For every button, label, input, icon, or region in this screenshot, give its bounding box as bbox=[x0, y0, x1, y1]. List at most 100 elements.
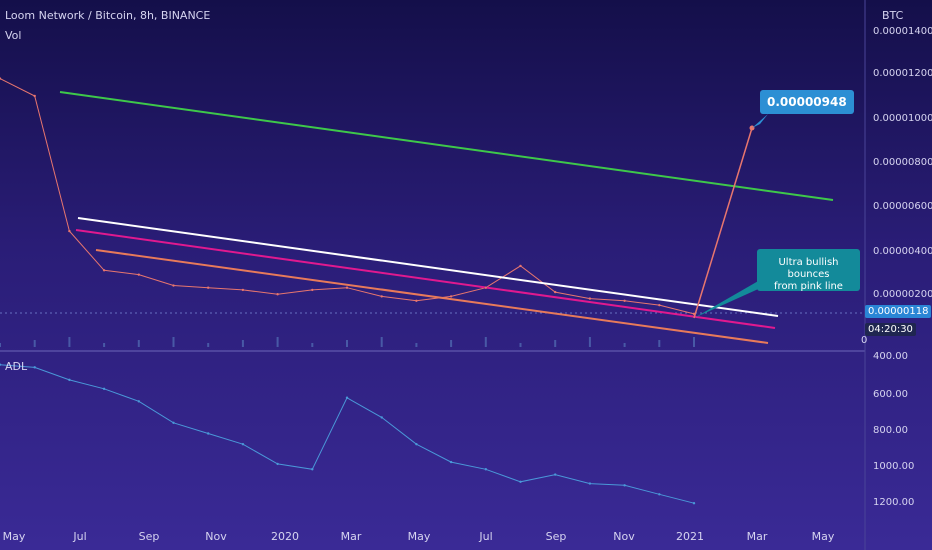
chart-title: Loom Network / Bitcoin, 8h, BINANCE bbox=[5, 9, 211, 22]
price-point bbox=[33, 94, 36, 98]
price-point bbox=[449, 295, 453, 298]
volume-bar bbox=[33, 340, 36, 347]
time-tick: 2020 bbox=[271, 530, 299, 543]
adl-point bbox=[519, 480, 522, 483]
orange-trendline[interactable] bbox=[95, 249, 769, 344]
adl-point bbox=[311, 468, 314, 471]
adl-point bbox=[137, 400, 140, 403]
adl-point bbox=[588, 482, 592, 485]
adl-tick: 1200.00 bbox=[873, 497, 915, 508]
target-callout-pointer bbox=[752, 114, 768, 128]
adl-point bbox=[380, 416, 383, 419]
price-point bbox=[692, 312, 696, 316]
countdown-timer: 04:20:30 bbox=[865, 323, 916, 336]
last-price-tag: 0.00000118 bbox=[865, 305, 932, 318]
price-tick: 0.00000400 bbox=[873, 246, 932, 257]
time-tick: Mar bbox=[340, 530, 362, 543]
price-point bbox=[241, 288, 245, 292]
price-tick: 0.00001000 bbox=[873, 113, 932, 124]
adl-point bbox=[207, 432, 210, 435]
volume-bar bbox=[415, 343, 418, 347]
price-point bbox=[345, 286, 349, 289]
adl-point bbox=[0, 363, 2, 366]
adl-point bbox=[554, 473, 557, 476]
currency-label: BTC bbox=[882, 9, 904, 22]
price-tick: 0.00001400 bbox=[873, 26, 932, 37]
price-point bbox=[623, 299, 626, 302]
adl-point bbox=[484, 468, 487, 471]
price-point bbox=[311, 288, 314, 292]
price-point bbox=[102, 269, 106, 272]
price-point bbox=[68, 229, 71, 233]
volume-bars bbox=[0, 337, 695, 347]
green-trendline[interactable] bbox=[59, 91, 834, 201]
adl-point bbox=[241, 443, 245, 446]
bounce-note-callout[interactable]: Ultra bullish bounces from pink line bbox=[757, 249, 860, 292]
adl-point bbox=[68, 378, 71, 382]
adl-point bbox=[345, 396, 349, 399]
time-tick: Sep bbox=[545, 530, 567, 543]
white-trendline[interactable] bbox=[77, 217, 779, 317]
volume-bar bbox=[380, 337, 383, 347]
price-point bbox=[554, 290, 557, 294]
target-price-callout[interactable]: 0.00000948 bbox=[760, 90, 854, 114]
time-tick: May bbox=[2, 530, 26, 543]
time-tick: Jul bbox=[73, 530, 87, 543]
price-point bbox=[276, 293, 279, 296]
volume-bar bbox=[172, 337, 175, 347]
volume-bar bbox=[658, 340, 661, 347]
volume-bar bbox=[137, 340, 140, 347]
note-callout-pointer bbox=[694, 280, 765, 318]
time-tick: Nov bbox=[205, 530, 227, 543]
price-point bbox=[519, 264, 522, 268]
adl-tick: 1000.00 bbox=[873, 461, 915, 472]
volume-bar bbox=[207, 343, 210, 347]
volume-bar bbox=[68, 337, 71, 347]
time-tick: Mar bbox=[746, 530, 768, 543]
projection-path[interactable] bbox=[693, 127, 753, 319]
volume-bar bbox=[276, 337, 279, 347]
adl-point bbox=[172, 421, 175, 424]
adl-point bbox=[276, 462, 279, 466]
price-point bbox=[207, 286, 210, 289]
price-tick: 0.00000200 bbox=[873, 289, 932, 300]
price-tick: 0.00000800 bbox=[873, 157, 932, 168]
volume-bar bbox=[103, 343, 106, 347]
volume-bar bbox=[519, 343, 522, 347]
adl-tick: 800.00 bbox=[873, 425, 908, 436]
adl-point bbox=[33, 366, 36, 369]
volume-bar bbox=[588, 337, 591, 347]
adl-tick: 600.00 bbox=[873, 389, 908, 400]
price-point bbox=[137, 273, 140, 276]
adl-point bbox=[692, 502, 696, 505]
price-point bbox=[415, 299, 418, 302]
pink-trendline[interactable] bbox=[75, 229, 776, 329]
volume-bar bbox=[311, 343, 314, 347]
volume-bar bbox=[554, 340, 557, 347]
price-point bbox=[380, 295, 383, 298]
volume-bar bbox=[241, 340, 244, 347]
time-tick: 2021 bbox=[676, 530, 704, 543]
time-tick: Jul bbox=[479, 530, 493, 543]
price-series bbox=[0, 78, 695, 315]
volume-bar bbox=[484, 337, 487, 347]
bounce-note-line1: Ultra bullish bounces bbox=[778, 257, 839, 280]
volume-bar bbox=[346, 340, 348, 347]
price-point bbox=[588, 297, 592, 300]
time-tick: May bbox=[811, 530, 835, 543]
volume-bar bbox=[623, 343, 626, 347]
time-tick: Sep bbox=[138, 530, 160, 543]
volume-bar bbox=[0, 343, 1, 347]
time-tick: May bbox=[407, 530, 431, 543]
price-tick: 0.00001200 bbox=[873, 68, 932, 79]
time-tick: Nov bbox=[613, 530, 635, 543]
zero-tick: 0 bbox=[861, 335, 868, 346]
price-point bbox=[658, 303, 661, 307]
volume-label: Vol bbox=[5, 29, 22, 42]
price-point bbox=[484, 286, 487, 289]
adl-point bbox=[623, 484, 626, 487]
price-point bbox=[172, 284, 175, 287]
adl-point bbox=[449, 460, 453, 464]
adl-label: ADL bbox=[5, 360, 28, 373]
